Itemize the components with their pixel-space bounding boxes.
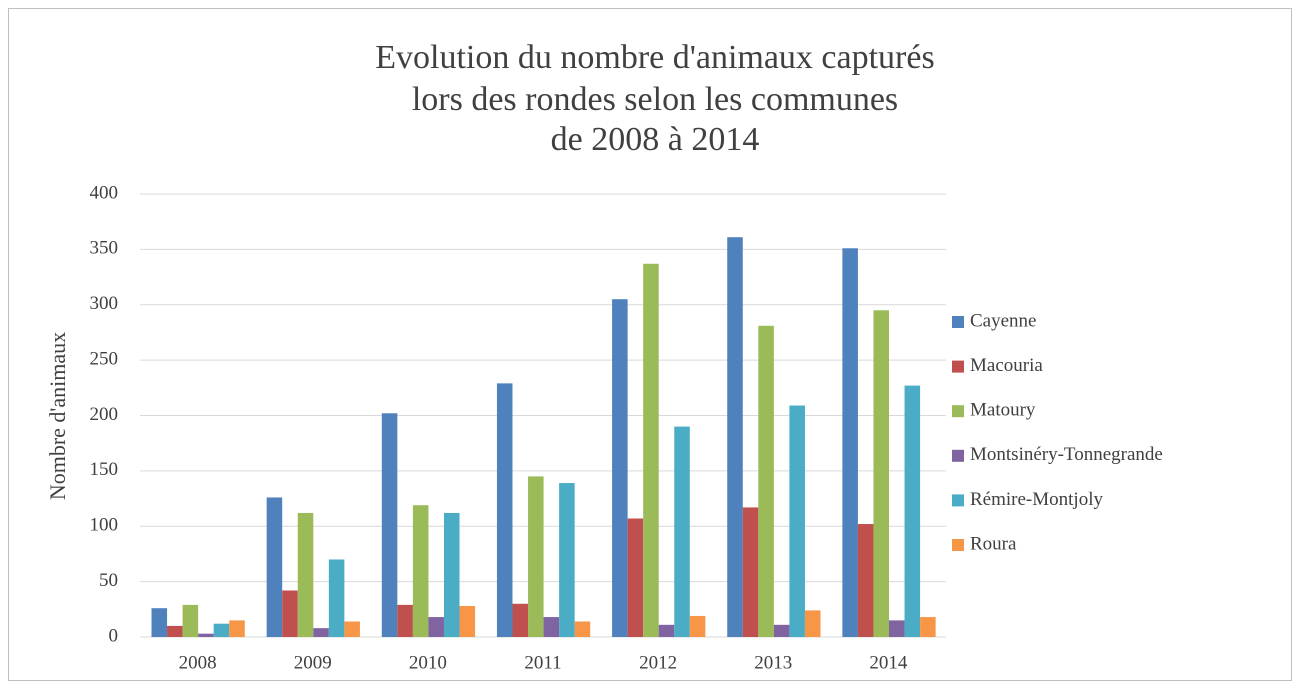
bar bbox=[282, 590, 298, 637]
y-tick-label: 150 bbox=[90, 459, 119, 480]
x-tick-label: 2013 bbox=[754, 652, 792, 673]
bar bbox=[612, 299, 628, 637]
x-tick-label: 2010 bbox=[409, 652, 447, 673]
bar bbox=[313, 628, 329, 637]
bar bbox=[151, 608, 168, 637]
bar bbox=[412, 505, 429, 637]
bar bbox=[443, 512, 460, 637]
bar bbox=[873, 310, 890, 637]
bar bbox=[213, 623, 230, 637]
bar bbox=[842, 248, 858, 637]
legend-label: Cayenne bbox=[970, 310, 1036, 331]
legend-swatch bbox=[952, 539, 964, 551]
bar bbox=[397, 604, 413, 637]
bar bbox=[658, 624, 675, 637]
legend-label: Rémire-Montjoly bbox=[970, 489, 1103, 510]
bar bbox=[328, 559, 345, 637]
legend-swatch bbox=[952, 316, 964, 328]
bar bbox=[266, 497, 283, 637]
bar bbox=[727, 237, 743, 637]
y-tick-label: 200 bbox=[90, 404, 119, 425]
bar bbox=[627, 518, 644, 637]
bar bbox=[428, 617, 444, 637]
bar bbox=[528, 476, 544, 637]
legend-swatch bbox=[952, 494, 964, 507]
x-tick-label: 2014 bbox=[869, 652, 908, 673]
bar bbox=[758, 325, 774, 637]
bar bbox=[512, 603, 529, 637]
bar bbox=[559, 483, 575, 637]
bar bbox=[459, 605, 476, 637]
legend-label: Macouria bbox=[970, 355, 1043, 376]
bar bbox=[643, 263, 659, 637]
y-tick-label: 350 bbox=[90, 238, 119, 259]
bar bbox=[167, 625, 183, 637]
chart-title: lors des rondes selon les communes bbox=[412, 81, 898, 118]
bar bbox=[920, 617, 936, 637]
x-tick-label: 2009 bbox=[294, 652, 332, 673]
x-tick-label: 2008 bbox=[179, 652, 217, 673]
y-tick-label: 100 bbox=[90, 515, 119, 536]
chart-title: Evolution du nombre d'animaux capturés bbox=[375, 39, 934, 76]
bar bbox=[198, 633, 214, 637]
bar bbox=[689, 615, 706, 637]
legend-label: Matoury bbox=[970, 400, 1036, 421]
y-axis-label: Nombre d'animaux bbox=[45, 332, 70, 500]
legend-swatch bbox=[952, 449, 964, 462]
bar bbox=[889, 620, 905, 637]
legend-swatch bbox=[952, 360, 964, 373]
bar bbox=[381, 413, 398, 637]
bar bbox=[904, 385, 921, 637]
bar bbox=[496, 383, 513, 637]
chart-title: de 2008 à 2014 bbox=[551, 121, 760, 158]
bar bbox=[229, 620, 245, 637]
bar bbox=[804, 610, 821, 637]
y-tick-label: 0 bbox=[109, 625, 119, 646]
bar bbox=[742, 507, 759, 637]
bar bbox=[789, 405, 805, 637]
y-tick-label: 300 bbox=[90, 293, 119, 314]
y-tick-label: 50 bbox=[99, 570, 118, 591]
y-tick-label: 400 bbox=[90, 182, 119, 203]
x-tick-label: 2012 bbox=[639, 652, 677, 673]
bar bbox=[344, 621, 360, 637]
bar bbox=[543, 617, 560, 637]
bar bbox=[773, 624, 790, 637]
legend-label: Roura bbox=[970, 533, 1017, 554]
bar bbox=[297, 512, 314, 637]
legend-swatch bbox=[952, 405, 964, 418]
legend-label: Montsinéry-Tonnegrande bbox=[970, 444, 1163, 465]
bar bbox=[574, 621, 591, 637]
x-tick-label: 2011 bbox=[524, 652, 561, 673]
bar bbox=[674, 426, 690, 637]
y-tick-label: 250 bbox=[90, 348, 119, 369]
bar bbox=[857, 524, 874, 637]
bar bbox=[182, 604, 199, 637]
